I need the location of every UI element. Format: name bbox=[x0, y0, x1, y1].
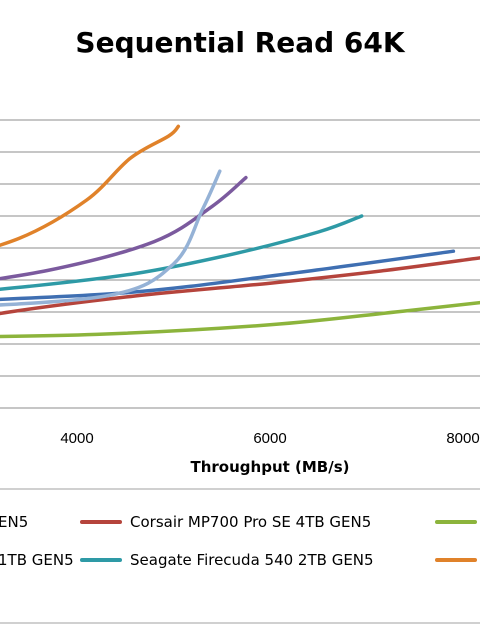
x-axis-ticks: 4000 6000 8000 bbox=[60, 430, 479, 447]
series-lines bbox=[0, 124, 480, 339]
x-axis-title: Throughput (MB/s) bbox=[191, 458, 350, 476]
series-line-3 bbox=[0, 124, 181, 248]
legend-label: EN5 bbox=[0, 513, 28, 531]
x-tick-label: 6000 bbox=[253, 430, 286, 447]
legend-label: Seagate Firecuda 540 2TB GEN5 bbox=[130, 551, 374, 569]
series-line-6 bbox=[0, 175, 248, 281]
series-line-2 bbox=[0, 214, 364, 291]
legend-label: 1TB GEN5 bbox=[0, 551, 74, 569]
series-line-5 bbox=[0, 249, 456, 302]
series-line-4 bbox=[0, 300, 480, 339]
legend-label: Corsair MP700 Pro SE 4TB GEN5 bbox=[130, 513, 371, 531]
x-tick-label: 4000 bbox=[60, 430, 93, 447]
x-tick-label: 8000 bbox=[446, 430, 479, 447]
series-line-1 bbox=[0, 256, 480, 316]
chart-title: Sequential Read 64K bbox=[75, 26, 405, 59]
series-line-7 bbox=[0, 169, 222, 307]
